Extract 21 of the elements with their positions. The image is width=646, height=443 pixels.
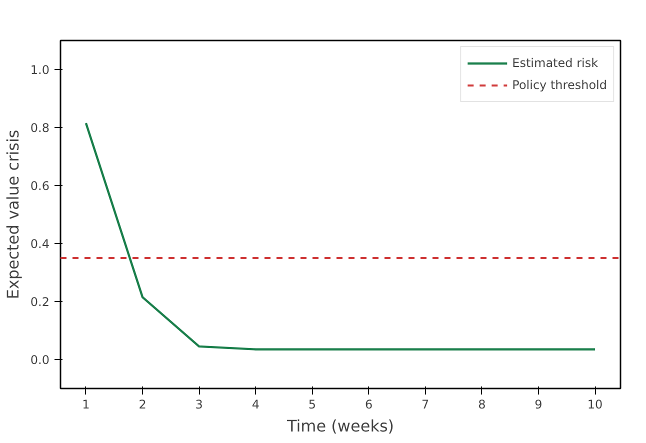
x-tick-label: 3 [195, 398, 203, 412]
x-tick-label: 4 [252, 398, 260, 412]
y-tick-label: 0.4 [30, 237, 50, 251]
y-tick-label: 1.0 [30, 63, 50, 77]
y-axis-title: Expected value crisis [3, 130, 22, 300]
legend-label: Estimated risk [512, 56, 598, 70]
x-tick-label: 6 [364, 398, 373, 412]
x-tick-label: 9 [534, 398, 542, 412]
y-tick-label: 0.8 [30, 121, 50, 135]
x-tick-label: 7 [422, 398, 430, 412]
line-series [84, 122, 596, 350]
legend-label: Policy threshold [512, 78, 607, 92]
x-axis-title: Time (weeks) [286, 416, 394, 436]
x-tick-label: 5 [308, 398, 316, 412]
y-tick-label: 0.6 [30, 179, 50, 193]
x-tick-label: 2 [138, 398, 146, 412]
x-tick-label: 1 [82, 398, 90, 412]
y-tick-label: 0.2 [30, 295, 50, 309]
x-tick-label: 10 [587, 398, 603, 412]
y-tick-label: 0.0 [30, 353, 50, 367]
x-tick-label: 8 [478, 398, 486, 412]
